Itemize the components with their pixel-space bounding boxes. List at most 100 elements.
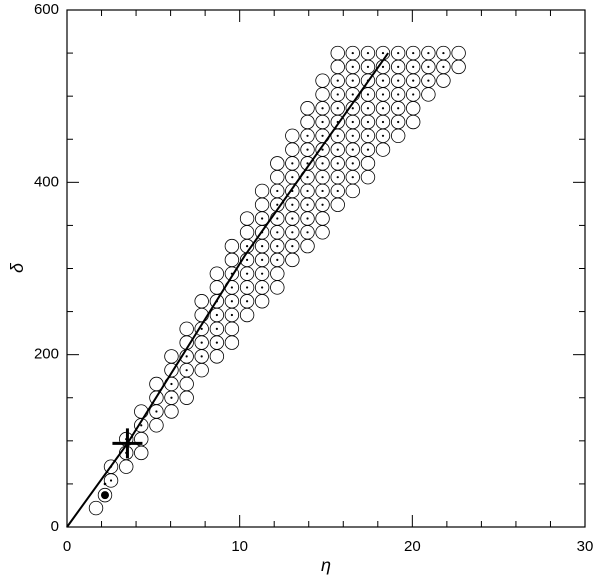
center-dot (351, 134, 354, 137)
open-circle (390, 128, 406, 144)
center-dot (276, 231, 279, 234)
center-dot (366, 148, 370, 151)
center-dot (185, 369, 188, 372)
center-dot (306, 217, 309, 220)
dotted-circle (134, 418, 149, 433)
fit-line (66, 52, 389, 528)
center-dot (366, 107, 370, 110)
center-dot (397, 79, 400, 82)
center-dot (321, 134, 324, 137)
center-dot (412, 93, 415, 96)
center-dot (397, 107, 400, 110)
dotted-circle (149, 404, 164, 419)
center-dot (291, 244, 294, 248)
center-dot (351, 93, 354, 96)
open-circle (164, 349, 179, 364)
center-dot (200, 327, 203, 330)
center-dot (321, 120, 324, 124)
dotted-circle (254, 211, 270, 226)
dotted-circle (360, 45, 376, 61)
center-dot (321, 162, 324, 165)
center-dot (397, 120, 400, 124)
open-circle (239, 225, 255, 240)
center-dot (366, 120, 370, 124)
center-dot (381, 107, 385, 110)
open-circle (119, 459, 134, 474)
y-tick-label: 600 (34, 1, 59, 18)
center-dot (306, 189, 309, 193)
center-dot (230, 286, 233, 289)
center-dot (351, 79, 354, 82)
center-dot (381, 65, 385, 68)
open-circle (134, 404, 149, 419)
center-dot (245, 272, 249, 275)
center-dot (412, 51, 415, 55)
center-dot (261, 286, 264, 289)
center-dot (109, 479, 113, 482)
open-circle (194, 294, 209, 309)
center-dot (336, 134, 339, 137)
y-tick-label: 200 (34, 346, 59, 363)
open-circle (179, 390, 194, 405)
plot-frame (66, 9, 586, 528)
open-circle (179, 376, 194, 392)
dotted-circle (194, 321, 209, 337)
center-dot (336, 79, 339, 82)
open-circle (315, 73, 330, 88)
open-circle (360, 169, 376, 185)
open-circle (270, 156, 285, 171)
dotted-circle (405, 45, 421, 61)
open-circle (270, 169, 285, 185)
open-circle (315, 225, 330, 240)
open-circle (239, 211, 255, 226)
center-dot (427, 79, 430, 82)
x-tick-label: 30 (577, 538, 594, 555)
center-dot (245, 286, 249, 289)
open-circle (421, 87, 436, 102)
open-circle (179, 321, 194, 337)
open-circle (224, 252, 240, 268)
center-dot (245, 258, 249, 261)
dotted-circle (300, 128, 315, 144)
center-dot (412, 65, 415, 68)
open-circle (134, 445, 149, 461)
open-circle (330, 45, 345, 61)
center-dot (381, 120, 385, 124)
open-circle (285, 252, 300, 268)
open-circle (164, 404, 179, 419)
filled-circle-ring (97, 487, 113, 503)
center-dot (200, 355, 203, 358)
filled-circle (100, 491, 109, 500)
center-dot (261, 272, 264, 275)
center-dot (245, 244, 249, 248)
open-circle (300, 101, 315, 116)
x-tick-label: 0 (63, 538, 71, 555)
center-dot (351, 120, 354, 124)
open-circle (330, 197, 345, 212)
center-dot (170, 382, 173, 386)
dotted-circle (224, 266, 240, 281)
center-dot (140, 424, 143, 427)
center-dot (306, 176, 309, 179)
dotted-circle (330, 73, 345, 88)
center-dot (336, 189, 339, 193)
center-dot (306, 162, 309, 165)
center-dot (442, 65, 445, 68)
center-dot (321, 148, 324, 151)
open-circle (224, 238, 240, 254)
center-dot (215, 327, 218, 330)
center-dot (336, 176, 339, 179)
center-dot (321, 203, 324, 206)
center-dot (185, 355, 188, 358)
center-dot (351, 162, 354, 165)
center-dot (381, 51, 385, 55)
center-dot (412, 79, 415, 82)
open-circle (88, 500, 104, 516)
center-dot (321, 107, 324, 110)
dotted-circle (315, 101, 330, 116)
open-circle (224, 335, 240, 350)
open-circle (224, 321, 240, 337)
center-dot (351, 107, 354, 110)
center-dot (230, 300, 233, 303)
